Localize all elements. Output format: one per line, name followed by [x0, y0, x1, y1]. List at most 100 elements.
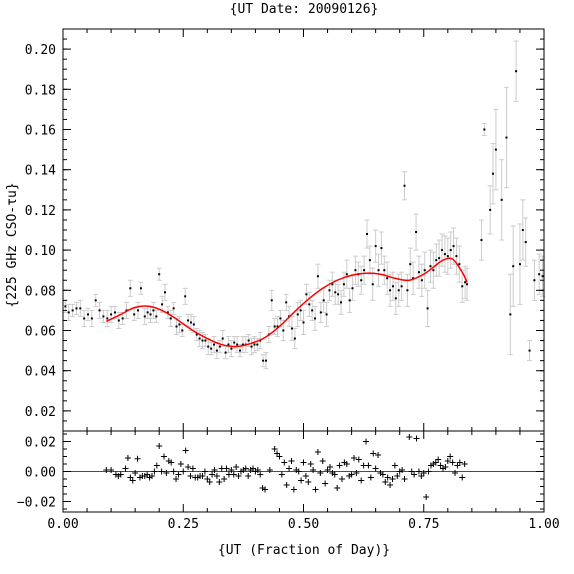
- data-point: [446, 255, 449, 258]
- data-point: [342, 283, 345, 286]
- data-point: [374, 245, 377, 248]
- residual-point: [449, 459, 456, 466]
- data-point: [110, 313, 113, 316]
- residual-point: [384, 474, 391, 481]
- y-tick-label: 0.12: [25, 204, 56, 219]
- residual-point: [223, 465, 230, 472]
- x-tick-label: 0.50: [288, 517, 319, 532]
- data-point: [67, 311, 70, 314]
- data-point: [178, 323, 181, 326]
- data-point: [129, 287, 132, 290]
- data-point: [464, 281, 467, 284]
- data-point: [461, 285, 464, 288]
- data-point: [308, 303, 311, 306]
- data-point: [409, 263, 412, 266]
- data-point: [210, 347, 213, 350]
- data-point: [236, 343, 239, 346]
- data-point: [480, 239, 483, 242]
- data-point: [305, 293, 308, 296]
- data-point: [187, 319, 190, 322]
- residual-point: [305, 479, 312, 485]
- y-tick-label: 0.04: [25, 365, 56, 380]
- data-point: [322, 299, 325, 302]
- residual-point: [399, 467, 406, 473]
- res-y-tick-label: 0.00: [25, 466, 56, 481]
- data-point: [201, 339, 204, 342]
- data-point: [139, 287, 142, 290]
- residual-point: [153, 462, 160, 469]
- data-point: [340, 301, 343, 304]
- residual-point: [348, 471, 355, 478]
- residual-point: [387, 482, 394, 488]
- data-point: [158, 273, 161, 276]
- residual-point: [158, 468, 165, 475]
- data-point: [98, 309, 101, 312]
- data-point: [314, 317, 317, 320]
- data-point: [224, 351, 227, 354]
- data-point: [90, 317, 93, 320]
- data-point: [264, 359, 267, 362]
- main-errorbars: [62, 40, 546, 370]
- data-point: [121, 317, 124, 320]
- residual-point: [420, 470, 427, 476]
- data-point: [452, 245, 455, 248]
- data-point: [184, 295, 187, 298]
- residual-point: [459, 474, 466, 481]
- data-point: [328, 289, 331, 292]
- data-point: [285, 301, 288, 304]
- data-point: [166, 311, 169, 314]
- data-point: [331, 283, 334, 286]
- data-point: [221, 337, 224, 340]
- residual-point: [423, 494, 430, 500]
- data-point: [412, 277, 415, 280]
- data-point: [94, 299, 97, 302]
- data-point: [311, 309, 314, 312]
- residual-point: [199, 473, 206, 479]
- y-tick-label: 0.16: [25, 124, 56, 139]
- data-point: [541, 275, 544, 278]
- data-point: [262, 359, 265, 362]
- residual-point: [401, 476, 408, 482]
- residual-point: [182, 447, 189, 454]
- chart-title: {UT Date: 20090126}: [230, 2, 379, 17]
- data-point: [325, 313, 328, 316]
- residual-point: [262, 486, 269, 493]
- residual-point: [209, 471, 216, 478]
- residual-point: [175, 471, 182, 478]
- residual-points: [103, 434, 468, 500]
- data-point: [71, 309, 74, 312]
- data-point: [169, 317, 172, 320]
- data-point: [316, 275, 319, 278]
- residual-point: [394, 473, 401, 479]
- residual-point: [129, 477, 136, 484]
- residual-point: [461, 461, 468, 467]
- data-point: [441, 249, 444, 252]
- residual-point: [132, 470, 139, 476]
- main-points: [64, 70, 544, 362]
- residual-point: [425, 468, 432, 475]
- data-point: [397, 289, 400, 292]
- residual-point: [168, 459, 175, 466]
- data-point: [386, 277, 389, 280]
- data-point: [282, 329, 285, 332]
- data-point: [348, 299, 351, 302]
- residual-point: [435, 456, 442, 463]
- data-point: [391, 285, 394, 288]
- residual-point: [413, 435, 420, 442]
- residual-point: [189, 465, 196, 472]
- data-point: [195, 333, 198, 336]
- residual-point: [170, 468, 177, 475]
- data-point: [483, 128, 486, 131]
- data-point: [438, 257, 441, 260]
- residual-point: [235, 473, 242, 479]
- data-point: [380, 247, 383, 250]
- residual-point: [312, 486, 319, 493]
- x-axis-label: {UT (Fraction of Day)}: [218, 543, 390, 558]
- data-point: [233, 341, 236, 344]
- residual-point: [382, 479, 389, 485]
- residual-point: [206, 479, 213, 485]
- residual-point: [173, 476, 180, 482]
- residual-point: [156, 443, 163, 449]
- residual-point: [216, 479, 223, 485]
- residual-point: [108, 467, 115, 473]
